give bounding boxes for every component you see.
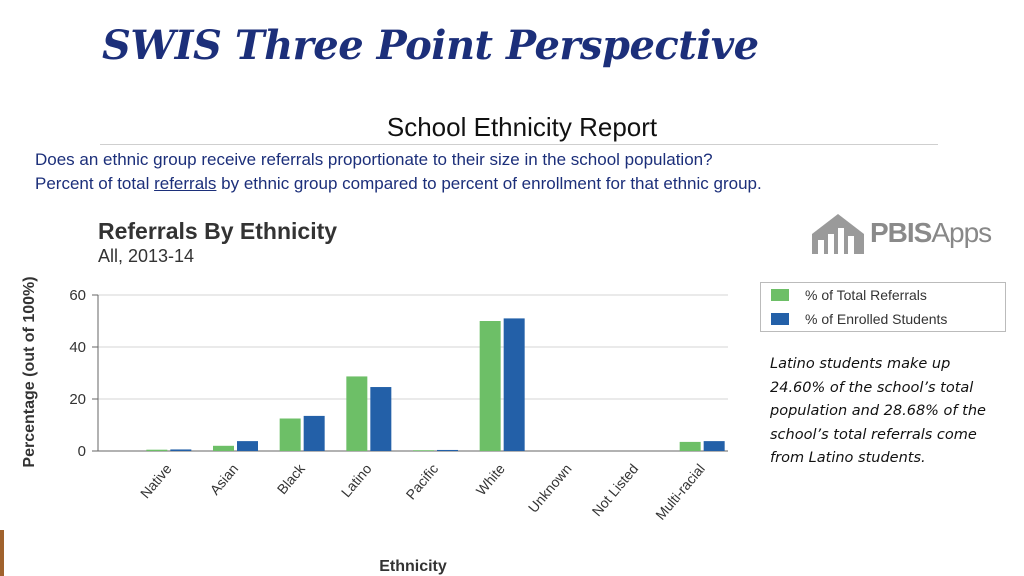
- y-tick-label: 0: [78, 443, 86, 460]
- x-tick-label: Unknown: [525, 461, 575, 516]
- bar-asian-referrals: [213, 445, 234, 451]
- legend-swatch-enrolled: [771, 313, 789, 325]
- bar-white-referrals: [479, 321, 501, 451]
- legend-swatch-referrals: [771, 289, 789, 301]
- y-tick-label: 60: [69, 287, 86, 304]
- bar-native-referrals: [146, 449, 168, 451]
- referrals-link[interactable]: referrals: [154, 174, 217, 193]
- legend-label-enrolled: % of Enrolled Students: [805, 311, 948, 327]
- pbisapps-logo: PBISApps: [808, 210, 992, 256]
- title-divider: [100, 144, 938, 145]
- bar-multi-racial-referrals: [679, 441, 701, 451]
- accent-bar: [0, 530, 4, 576]
- report-title: School Ethnicity Report: [386, 112, 658, 142]
- bar-asian-enrolled: [237, 441, 258, 451]
- bar-latino-enrolled: [370, 387, 392, 451]
- description-prefix: Percent of total: [35, 174, 155, 193]
- y-tick-label: 20: [69, 391, 86, 408]
- x-axis-label: Ethnicity: [379, 558, 447, 575]
- logo-main-text: PBIS: [870, 217, 932, 248]
- x-tick-label: Black: [274, 460, 309, 497]
- x-tick-label: Native: [137, 460, 175, 501]
- x-tick-label: White: [473, 460, 508, 498]
- slide-title: SWIS Three Point Perspective: [102, 22, 759, 69]
- legend-item-enrolled: % of Enrolled Students: [761, 307, 1005, 331]
- bar-pacific-enrolled: [437, 449, 458, 451]
- logo-sub-text: Apps: [931, 217, 992, 248]
- bar-pacific-referrals: [413, 450, 434, 451]
- x-tick-label: Asian: [207, 461, 242, 498]
- x-tick-label: Latino: [338, 460, 375, 500]
- y-axis-label: Percentage (out of 100%): [21, 276, 38, 467]
- x-tick-label: Multi-racial: [652, 461, 708, 523]
- chart-legend: % of Total Referrals % of Enrolled Stude…: [760, 282, 1006, 332]
- chart-title: Referrals By Ethnicity: [98, 218, 338, 244]
- bar-latino-referrals: [346, 376, 368, 451]
- bar-native-enrolled: [170, 449, 192, 451]
- bar-black-enrolled: [303, 415, 325, 451]
- latino-note: Latino students make up 24.60% of the sc…: [770, 356, 986, 466]
- x-tick-label: Pacific: [403, 461, 442, 503]
- legend-item-referrals: % of Total Referrals: [761, 283, 1005, 307]
- chart-subtitle: All, 2013-14: [98, 246, 195, 266]
- bar-black-referrals: [279, 418, 301, 451]
- x-tick-label: Not Listed: [589, 461, 642, 520]
- y-tick-label: 40: [69, 339, 86, 356]
- legend-label-referrals: % of Total Referrals: [805, 287, 927, 303]
- building-icon: [812, 214, 864, 254]
- bar-multi-racial-enrolled: [703, 441, 725, 451]
- description-suffix: by ethnic group compared to percent of e…: [216, 174, 762, 193]
- bar-white-enrolled: [503, 318, 525, 451]
- question-text: Does an ethnic group receive referrals p…: [35, 150, 713, 169]
- description-text: Percent of total referrals by ethnic gro…: [35, 174, 762, 194]
